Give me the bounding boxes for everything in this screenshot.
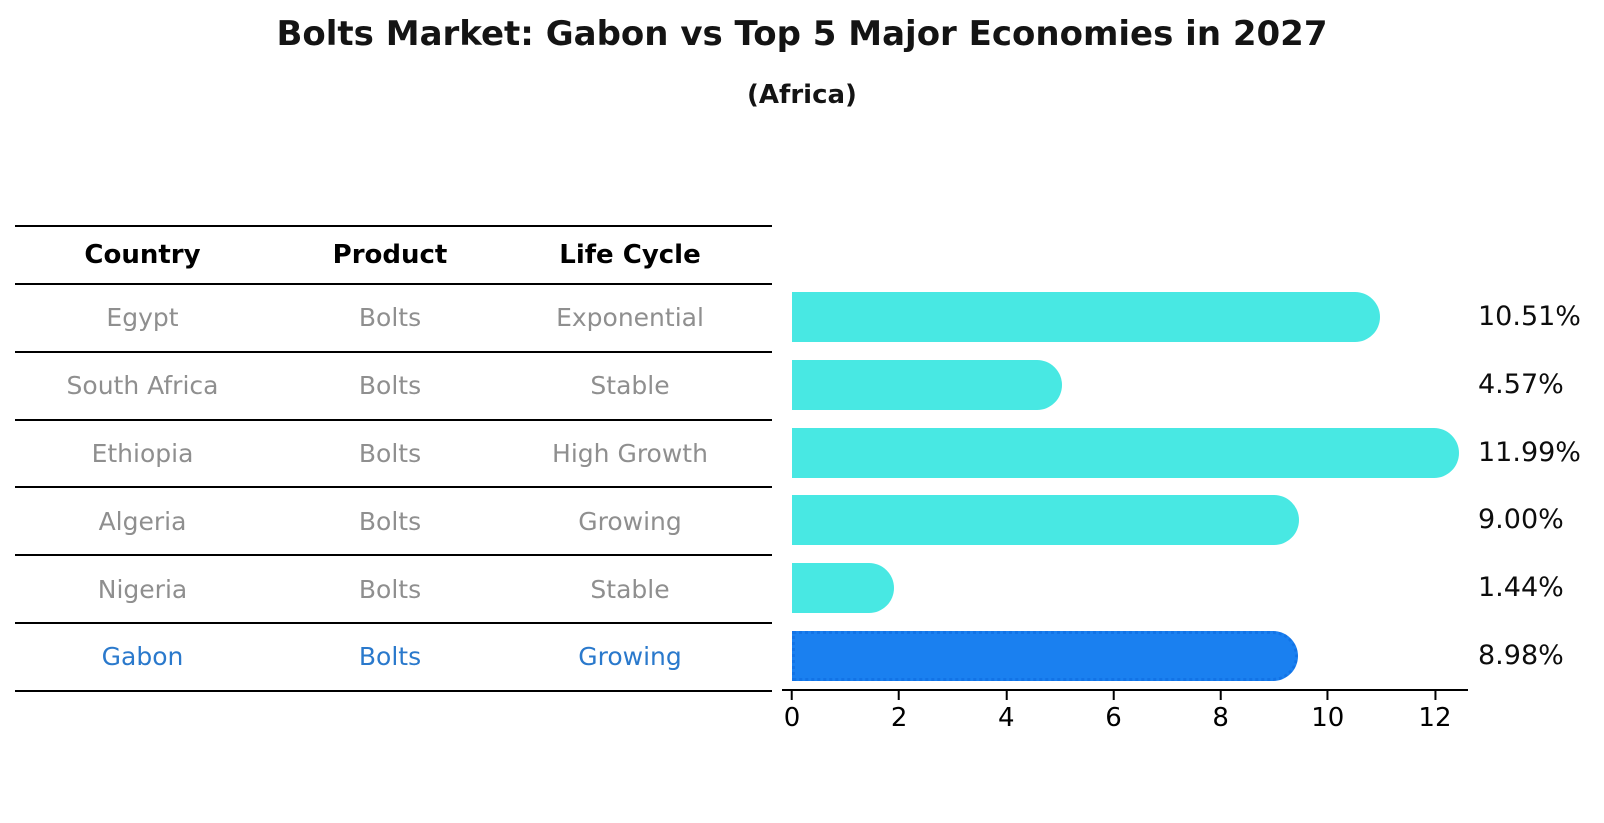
bar-nigeria: [792, 563, 894, 614]
bar-ethiopia: [792, 427, 1459, 478]
lifecycle-cell: Growing: [578, 642, 682, 672]
table-row: Ethiopia Bolts High Growth: [15, 421, 772, 489]
country-cell: Nigeria: [97, 574, 188, 604]
country-cell: Egypt: [106, 303, 179, 333]
header-lifecycle: Life Cycle: [559, 240, 701, 270]
x-tick-mark: [1433, 691, 1436, 700]
header-country: Country: [84, 240, 201, 270]
x-tick-mark: [1219, 691, 1222, 700]
lifecycle-cell: Growing: [578, 506, 682, 536]
x-tick-label: 6: [1105, 703, 1122, 733]
x-axis: 0 2 4 6 8 10 1: [782, 689, 1468, 733]
table-row-highlight-gabon: Gabon Bolts Growing: [15, 624, 772, 692]
bar-algeria: [792, 495, 1299, 546]
product-cell: Bolts: [358, 574, 422, 604]
lifecycle-cell: Stable: [590, 574, 670, 604]
product-cell: Bolts: [358, 303, 422, 333]
x-tick: 8: [1212, 691, 1229, 733]
value-label-nigeria: 1.44%: [1478, 572, 1564, 604]
x-tick-mark: [790, 691, 793, 700]
product-cell: Bolts: [358, 371, 422, 401]
lifecycle-cell: Stable: [590, 371, 670, 401]
x-tick-mark: [1326, 691, 1329, 700]
country-table: Country Product Life Cycle Egypt Bolts E…: [15, 225, 772, 692]
table-row: Algeria Bolts Growing: [15, 488, 772, 557]
x-tick-mark: [1005, 691, 1008, 700]
value-label-gabon: 8.98%: [1478, 640, 1564, 671]
x-tick-label: 4: [998, 703, 1015, 733]
x-tick-label: 12: [1418, 703, 1452, 733]
chart-title: Bolts Market: Gabon vs Top 5 Major Econo…: [276, 14, 1328, 54]
table-row: Egypt Bolts Exponential: [15, 285, 772, 353]
x-tick-label: 10: [1311, 703, 1345, 733]
table-row: Nigeria Bolts Stable: [15, 556, 772, 624]
header-product: Product: [332, 240, 448, 270]
x-tick: 4: [998, 691, 1015, 733]
table-header-row: Country Product Life Cycle: [15, 227, 772, 285]
value-label-algeria: 9.00%: [1478, 504, 1564, 536]
product-cell: Bolts: [358, 642, 422, 672]
value-label-south-africa: 4.57%: [1478, 368, 1564, 400]
value-label-egypt: 10.51%: [1478, 301, 1581, 332]
x-tick: 10: [1311, 691, 1344, 733]
value-label-ethiopia: 11.99%: [1478, 436, 1581, 468]
bar-gabon-highlight: [792, 631, 1298, 681]
lifecycle-cell: Exponential: [556, 303, 704, 333]
country-cell: South Africa: [66, 371, 219, 401]
x-tick: 0: [783, 691, 801, 733]
x-tick: 12: [1418, 691, 1452, 733]
country-cell: Algeria: [98, 506, 187, 536]
x-tick-mark: [898, 691, 901, 700]
x-tick-mark: [1112, 691, 1115, 700]
product-cell: Bolts: [358, 438, 422, 468]
x-tick-label: 8: [1212, 703, 1229, 733]
lifecycle-cell: High Growth: [552, 438, 708, 468]
product-cell: Bolts: [358, 506, 422, 536]
country-cell: Ethiopia: [91, 438, 194, 468]
bar-egypt: [792, 292, 1380, 342]
table-row: South Africa Bolts Stable: [15, 353, 772, 421]
bar-south-africa: [792, 359, 1062, 410]
x-tick-label: 2: [890, 703, 908, 733]
country-cell: Gabon: [101, 642, 184, 672]
chart-subtitle: (Africa): [747, 80, 857, 110]
x-tick-label: 0: [783, 703, 801, 733]
x-tick: 6: [1105, 691, 1122, 733]
x-tick: 2: [890, 691, 908, 733]
